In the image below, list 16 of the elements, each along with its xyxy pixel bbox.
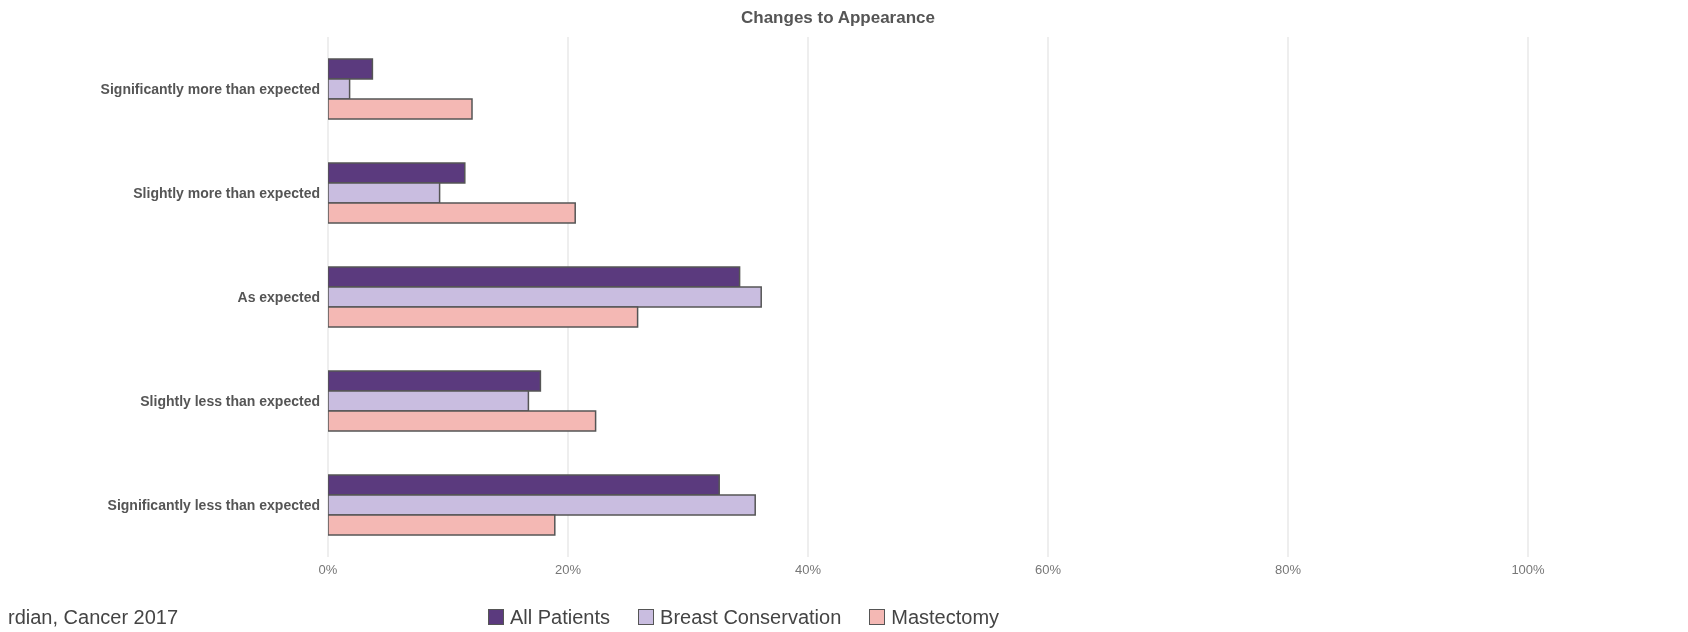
y-tick-label: As expected — [237, 288, 320, 305]
legend-label: All Patients — [510, 605, 611, 629]
y-tick-label: Significantly less than expected — [107, 496, 320, 513]
x-tick-label: 0% — [318, 562, 338, 578]
legend-label: Mastectomy — [891, 605, 1000, 629]
chart-title: Changes to Appearance — [740, 8, 936, 29]
y-tick-label: Significantly more than expected — [100, 80, 320, 97]
x-tick-label: 80% — [1274, 562, 1302, 578]
y-tick-label: Slightly more than expected — [133, 184, 320, 201]
text: rdian, Cancer 2017 — [8, 605, 179, 628]
y-tick-label: Slightly less than expected — [140, 392, 320, 409]
legend-label: Breast Conservation — [660, 605, 842, 629]
x-tick-label: 60% — [1034, 562, 1062, 578]
x-tick-label: 100% — [1511, 562, 1546, 578]
x-tick-label: 20% — [554, 562, 582, 578]
x-tick-label: 40% — [794, 562, 822, 578]
